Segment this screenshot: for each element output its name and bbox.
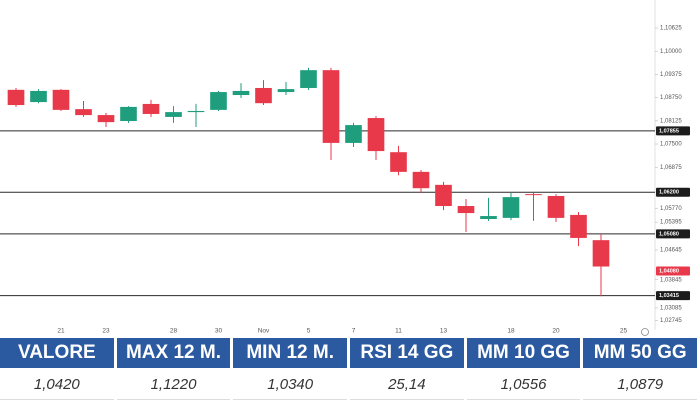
y-tick-label: 1,04645	[660, 248, 682, 254]
x-tick-label: 30	[215, 328, 223, 335]
candle-body	[232, 90, 250, 96]
candle-body	[255, 87, 272, 104]
last-price-label: 1,04080	[659, 268, 679, 274]
y-tick-label: 1,10000	[660, 49, 682, 55]
candle-body	[547, 195, 565, 218]
candle-body	[120, 106, 137, 122]
column-header: MM 50 GG	[583, 338, 698, 368]
level-label-box	[656, 187, 690, 197]
level-label-box	[656, 229, 690, 239]
y-tick-label: 1,03845	[660, 277, 682, 283]
y-tick-label: 1,08125	[660, 118, 682, 124]
candle-body	[300, 70, 317, 88]
candle-body	[97, 115, 115, 123]
x-tick-label: 5	[307, 328, 311, 335]
candle-body	[480, 216, 497, 220]
y-tick-label: 1,06875	[660, 165, 682, 171]
level-label: 1,07855	[659, 128, 679, 134]
column-header: RSI 14 GG	[350, 338, 464, 368]
y-tick-label: 1,02745	[660, 318, 682, 324]
candle-body	[570, 214, 587, 238]
x-tick-label: 28	[170, 328, 178, 335]
level-label: 1,06200	[659, 190, 679, 196]
candle-body	[30, 90, 47, 103]
candle-body	[412, 171, 430, 189]
x-tick-label: 20	[552, 328, 560, 335]
y-tick-label: 1,09375	[660, 72, 682, 78]
candle-body	[52, 89, 70, 110]
chart-background	[0, 0, 700, 338]
table-cell: 1,0556	[466, 370, 581, 400]
table-header: VALORE MAX 12 M. MIN 12 M. RSI 14 GG MM …	[0, 338, 700, 368]
y-tick-label: 1,10625	[660, 26, 682, 32]
settings-icon[interactable]	[641, 328, 649, 336]
candle-body	[502, 197, 520, 218]
table-row: 1,0420 1,1220 1,0340 25,14 1,0556 1,0879	[0, 370, 700, 400]
x-tick-label: 18	[507, 328, 515, 335]
candle-body	[277, 89, 295, 93]
x-tick-label: 7	[352, 328, 356, 335]
candle-body	[367, 118, 385, 152]
candle-body	[187, 110, 205, 113]
candle-body	[592, 240, 610, 267]
column-header: VALORE	[0, 338, 114, 368]
level-label-box	[656, 126, 690, 136]
y-tick-label: 1,03085	[660, 305, 682, 311]
y-tick-label: 1,05395	[660, 220, 682, 226]
x-tick-label: 11	[395, 328, 402, 335]
table-cell: 1,0420	[0, 370, 114, 400]
x-tick-label: 23	[102, 328, 110, 335]
x-tick-label: Nov	[258, 328, 270, 335]
candle-body	[435, 184, 452, 207]
level-label: 1,03415	[659, 293, 679, 299]
y-tick-label: 1,05770	[660, 206, 682, 212]
chart: 1,10625 1,10000 1,09375 1,08750 1,08125 1,075…	[0, 0, 700, 338]
y-tick-label: 1,08750	[660, 95, 682, 101]
candle-body	[390, 152, 407, 172]
candle-body	[322, 70, 340, 143]
column-header: MM 10 GG	[466, 338, 581, 368]
candle-body	[75, 109, 92, 116]
table-cell: 1,1220	[116, 370, 231, 400]
stats-table: VALORE MAX 12 M. MIN 12 M. RSI 14 GG MM …	[0, 338, 700, 400]
candle-body	[525, 194, 542, 196]
level-label: 1,05080	[659, 231, 679, 237]
table-cell: 1,0879	[583, 370, 698, 400]
level-label-box	[656, 291, 690, 301]
x-tick-label: 13	[440, 328, 448, 335]
candle-body	[7, 89, 25, 106]
column-header: MAX 12 M.	[116, 338, 231, 368]
candle-body	[165, 112, 182, 117]
table-cell: 1,0340	[233, 370, 348, 400]
x-tick-label: 25	[620, 328, 628, 335]
candle-body	[345, 125, 362, 143]
candle-body	[457, 206, 475, 214]
candle-body	[210, 92, 227, 110]
candle-body	[142, 103, 160, 114]
x-tick-label: 21	[57, 328, 65, 335]
last-price-box	[656, 266, 690, 276]
y-tick-label: 1,07500	[660, 142, 682, 148]
table-cell: 25,14	[350, 370, 464, 400]
column-header: MIN 12 M.	[233, 338, 348, 368]
